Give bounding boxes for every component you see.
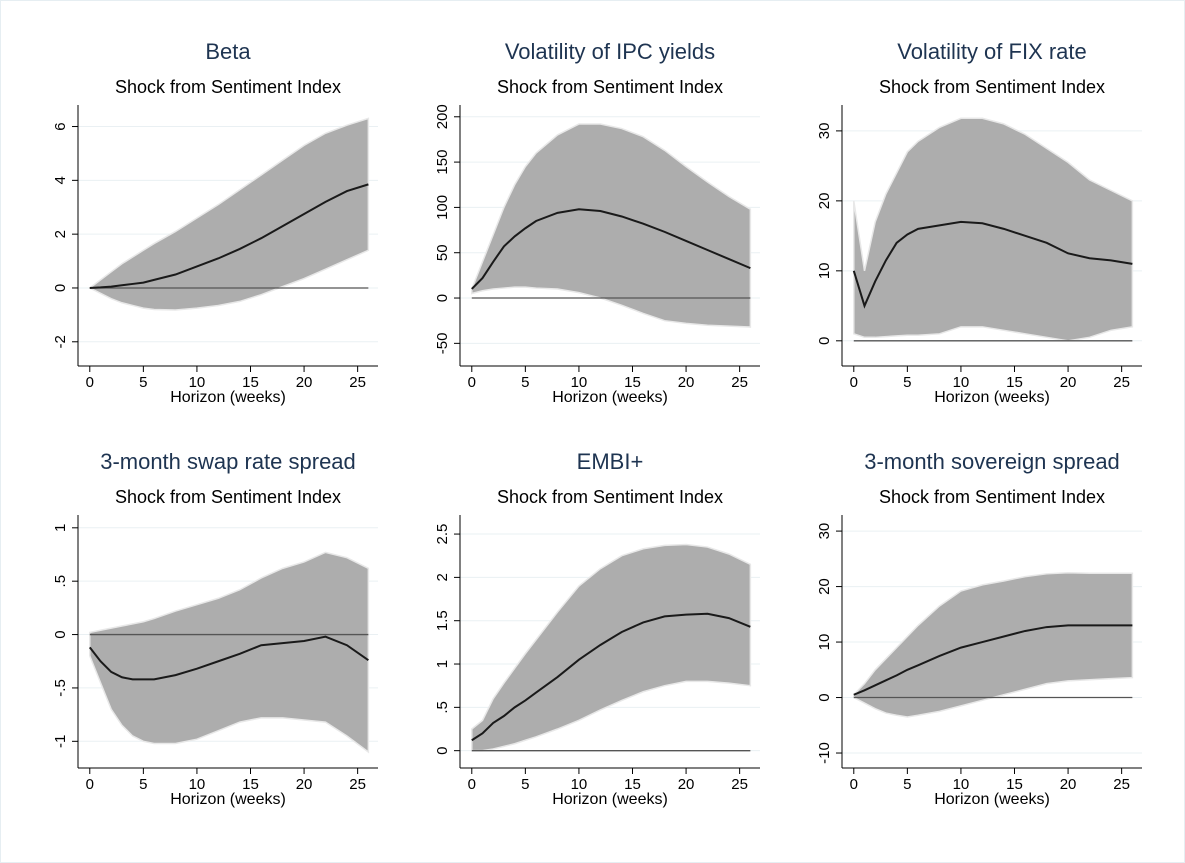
x-tick-label: 20: [296, 776, 313, 793]
y-tick-label: 1: [434, 660, 451, 668]
x-axis-label: Horizon (weeks): [170, 389, 286, 406]
x-tick-label: 10: [953, 776, 970, 793]
x-tick-label: 15: [624, 374, 641, 391]
y-tick-label: 1.5: [434, 610, 451, 631]
x-tick-label: 25: [1113, 776, 1130, 793]
irf-line: [88, 635, 369, 681]
y-tick-label: 0: [434, 746, 451, 754]
y-tick-label: 6: [52, 122, 69, 130]
x-tick-label: 15: [242, 374, 259, 391]
y-tick-label: 30: [816, 123, 833, 140]
y-tick-label: 200: [434, 104, 451, 129]
chart-title: 3-month sovereign spread: [864, 449, 1120, 474]
x-tick-label: 25: [731, 374, 748, 391]
y-tick-label: 150: [434, 150, 451, 175]
x-tick-label: 25: [349, 776, 366, 793]
y-tick-label: 0: [52, 630, 69, 638]
chart-title: 3-month swap rate spread: [100, 449, 356, 474]
x-tick-label: 0: [850, 374, 858, 391]
y-tick-label: .5: [52, 575, 69, 588]
x-tick-label: 5: [139, 374, 147, 391]
y-tick-label: 0: [816, 693, 833, 701]
x-tick-label: 15: [242, 776, 259, 793]
confidence-band: [89, 551, 370, 754]
x-tick-label: 25: [731, 776, 748, 793]
x-tick-label: 5: [139, 776, 147, 793]
x-tick-label: 10: [189, 374, 206, 391]
x-tick-label: 10: [571, 776, 588, 793]
x-tick-label: 25: [1113, 374, 1130, 391]
chart-title: Volatility of FIX rate: [897, 39, 1087, 64]
y-tick-label: .5: [434, 701, 451, 714]
chart-subtitle: Shock from Sentiment Index: [497, 487, 723, 507]
irf-line: [471, 612, 751, 742]
y-tick-label: -2: [52, 335, 69, 348]
x-tick-label: 10: [189, 776, 206, 793]
x-tick-label: 5: [903, 776, 911, 793]
x-tick-label: 0: [850, 776, 858, 793]
x-axis-label: Horizon (weeks): [170, 791, 286, 808]
chart-subtitle: Shock from Sentiment Index: [115, 77, 341, 97]
confidence-band: [853, 571, 1134, 718]
y-tick-label: -50: [434, 333, 451, 355]
y-tick-label: 1: [52, 524, 69, 532]
irf-line: [852, 220, 1133, 309]
y-tick-label: 50: [434, 244, 451, 261]
y-tick-label: 30: [816, 523, 833, 540]
x-tick-label: 25: [349, 374, 366, 391]
chart-subtitle: Shock from Sentiment Index: [879, 77, 1105, 97]
x-tick-label: 5: [521, 776, 529, 793]
y-tick-label: 0: [434, 294, 451, 302]
x-axis-label: Horizon (weeks): [934, 791, 1050, 808]
confidence-band: [471, 123, 752, 328]
chart-title: Volatility of IPC yields: [505, 39, 715, 64]
x-tick-label: 20: [296, 374, 313, 391]
confidence-band: [471, 543, 752, 752]
x-tick-label: 10: [571, 374, 588, 391]
y-tick-label: 100: [434, 195, 451, 220]
irf-line: [89, 183, 369, 289]
x-tick-label: 5: [903, 374, 911, 391]
x-axis-label: Horizon (weeks): [552, 389, 668, 406]
x-axis-label: Horizon (weeks): [934, 389, 1050, 406]
x-tick-label: 20: [1060, 776, 1077, 793]
chart-subtitle: Shock from Sentiment Index: [497, 77, 723, 97]
y-tick-label: -1: [52, 735, 69, 748]
x-tick-label: 15: [624, 776, 641, 793]
x-axis-label: Horizon (weeks): [552, 791, 668, 808]
y-tick-label: 20: [816, 578, 833, 595]
y-tick-label: 10: [816, 262, 833, 279]
y-tick-label: 2: [434, 573, 451, 581]
y-tick-label: 2.5: [434, 524, 451, 545]
x-tick-label: 20: [678, 776, 695, 793]
y-tick-label: 20: [816, 193, 833, 210]
chart-subtitle: Shock from Sentiment Index: [115, 487, 341, 507]
y-tick-label: 0: [52, 284, 69, 292]
x-tick-label: 0: [468, 374, 476, 391]
chart-title: EMBI+: [577, 449, 644, 474]
x-tick-label: 10: [953, 374, 970, 391]
irf-line: [853, 624, 1133, 696]
y-tick-label: 2: [52, 230, 69, 238]
y-tick-label: 4: [52, 176, 69, 184]
x-tick-label: 5: [521, 374, 529, 391]
x-tick-label: 20: [1060, 374, 1077, 391]
x-tick-label: 0: [86, 374, 94, 391]
y-tick-label: 0: [816, 337, 833, 345]
chart-title: Beta: [205, 39, 251, 64]
x-tick-label: 15: [1006, 776, 1023, 793]
irf-line: [471, 208, 751, 290]
confidence-band: [853, 117, 1134, 342]
x-tick-label: 0: [468, 776, 476, 793]
x-tick-label: 0: [86, 776, 94, 793]
chart-subtitle: Shock from Sentiment Index: [879, 487, 1105, 507]
y-tick-label: 10: [816, 634, 833, 651]
x-tick-label: 20: [678, 374, 695, 391]
y-tick-label: -.5: [52, 679, 69, 697]
x-tick-label: 15: [1006, 374, 1023, 391]
y-tick-label: -10: [816, 742, 833, 764]
